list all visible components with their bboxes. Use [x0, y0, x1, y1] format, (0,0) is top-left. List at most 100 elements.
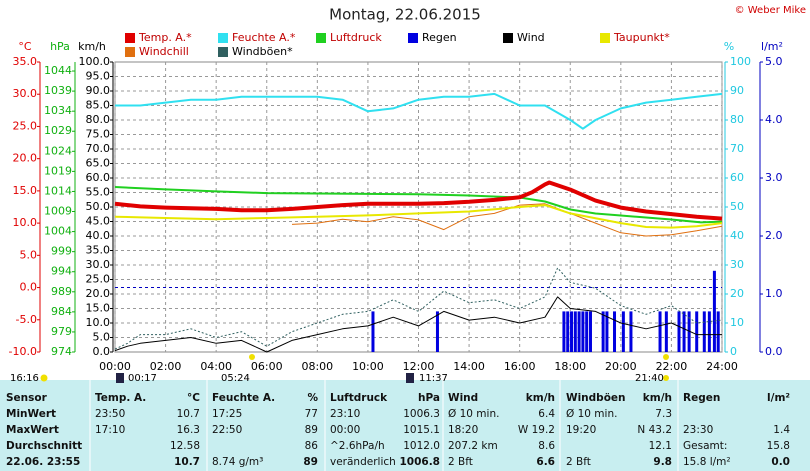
y-tick-label: 100: [730, 55, 751, 68]
legend-label: Taupunkt*: [613, 31, 670, 44]
x-tick-label: 20:00: [605, 360, 637, 373]
y-tick-label: 20.0: [13, 152, 38, 165]
rain-bar: [707, 311, 711, 352]
table-cell: Regen: [683, 392, 720, 404]
y-tick-label: 30.0: [86, 258, 111, 271]
table-cell: 22.06. 23:55: [6, 456, 80, 468]
rain-bar: [716, 311, 720, 352]
table-cell: 6.4: [538, 408, 555, 420]
table-cell: 15.8 l/m²: [683, 456, 731, 468]
table-cell: 18:20: [448, 424, 478, 436]
series-line: [115, 92, 723, 130]
table-bg: [0, 380, 810, 471]
legend-label: Windchill: [139, 45, 189, 58]
y-tick-label: 10.0: [86, 316, 111, 329]
table-cell: 1006.3: [403, 408, 440, 420]
table-cell: Wind: [448, 392, 478, 404]
table-cell: 8.6: [538, 440, 555, 452]
y-tick-label: 1.0: [765, 287, 783, 300]
table-cell: veränderlich: [330, 456, 396, 468]
x-tick-label: 04:00: [200, 360, 232, 373]
y-tick-label: 80: [730, 113, 744, 126]
table-cell: 17:25: [212, 408, 242, 420]
y-tick-label: 65.0: [86, 157, 111, 170]
table-cell: Sensor: [6, 392, 48, 404]
y-tick-label: 1014: [44, 184, 72, 197]
y-tick-label: 25.0: [13, 119, 38, 132]
table-cell: 15.8: [767, 440, 790, 452]
y-tick-label: 10: [730, 316, 744, 329]
y-tick-label: 35.0: [86, 244, 111, 257]
y-tick-label: 10.0: [13, 216, 38, 229]
table-cell: 77: [305, 408, 318, 420]
axis-label: hPa: [50, 40, 70, 53]
x-tick-label: 24:00: [706, 360, 738, 373]
y-tick-label: 45.0: [86, 215, 111, 228]
y-tick-label: 75.0: [86, 128, 111, 141]
moon-icon: [406, 373, 414, 383]
rain-bar: [658, 311, 662, 352]
y-tick-label: 25.0: [86, 273, 111, 286]
chart-title: Montag, 22.06.2015: [329, 6, 481, 24]
y-tick-label: 40.0: [86, 229, 111, 242]
legend-swatch: [125, 47, 135, 57]
table-cell: 8.74 g/m³: [212, 456, 263, 468]
y-tick-label: 1034: [44, 104, 72, 117]
table-cell: hPa: [418, 392, 440, 404]
table-cell: km/h: [643, 392, 672, 404]
table-cell: MaxWert: [6, 424, 59, 436]
legend-swatch: [125, 33, 135, 43]
legend-swatch: [408, 33, 418, 43]
y-tick-label: 70: [730, 142, 744, 155]
y-tick-label: 999: [51, 245, 72, 258]
table-cell: MinWert: [6, 408, 56, 420]
table-cell: 9.8: [653, 456, 672, 468]
rain-bar: [682, 311, 686, 352]
table-cell: 1012.0: [403, 440, 440, 452]
table-cell: 1006.8: [399, 456, 440, 468]
y-tick-label: 989: [51, 285, 72, 298]
table-cell: Luftdruck: [330, 392, 388, 404]
x-tick-label: 12:00: [403, 360, 435, 373]
y-tick-label: 3.0: [765, 171, 783, 184]
y-tick-label: 984: [51, 305, 72, 318]
sun-icon: [663, 354, 669, 360]
table-cell: 23:50: [95, 408, 125, 420]
table-cell: 19:20: [566, 424, 596, 436]
y-tick-label: 20: [730, 287, 744, 300]
series-line: [114, 180, 723, 221]
table-cell: 2 Bft: [566, 456, 591, 468]
series-line: [114, 267, 723, 350]
table-cell: Durchschnitt: [6, 440, 82, 452]
table-cell: Ø 10 min.: [448, 408, 499, 420]
table-cell: 2 Bft: [448, 456, 473, 468]
legend-swatch: [218, 47, 228, 57]
y-tick-label: 20.0: [86, 287, 111, 300]
table-cell: 1.4: [773, 424, 790, 436]
astro-icons: [40, 354, 669, 383]
table-cell: 89: [305, 424, 318, 436]
table-cell: 00:00: [330, 424, 360, 436]
legend-label: Temp. A.*: [138, 31, 192, 44]
y-tick-label: 0: [730, 345, 737, 358]
y-tick-label: 979: [51, 325, 72, 338]
y-tick-label: -10.0: [9, 345, 37, 358]
y-tick-label: 15.0: [86, 302, 111, 315]
legend-swatch: [600, 33, 610, 43]
y-tick-label: 5.0: [93, 331, 111, 344]
sun-icon: [249, 354, 255, 360]
x-tick-label: 18:00: [554, 360, 586, 373]
y-tick-label: 2.0: [765, 229, 783, 242]
table-cell: 22:50: [212, 424, 242, 436]
series-line: [114, 204, 723, 229]
sun-icon: [40, 374, 48, 382]
rain-bar: [677, 311, 681, 352]
x-tick-label: 02:00: [150, 360, 182, 373]
y-tick-label: 100.0: [79, 55, 111, 68]
x-tick-label: 14:00: [453, 360, 485, 373]
y-tick-label: 1024: [44, 144, 72, 157]
rain-bar: [687, 311, 691, 352]
rain-bar: [621, 311, 625, 352]
rain-bar: [601, 311, 605, 352]
table-cell: 12.58: [170, 440, 200, 452]
